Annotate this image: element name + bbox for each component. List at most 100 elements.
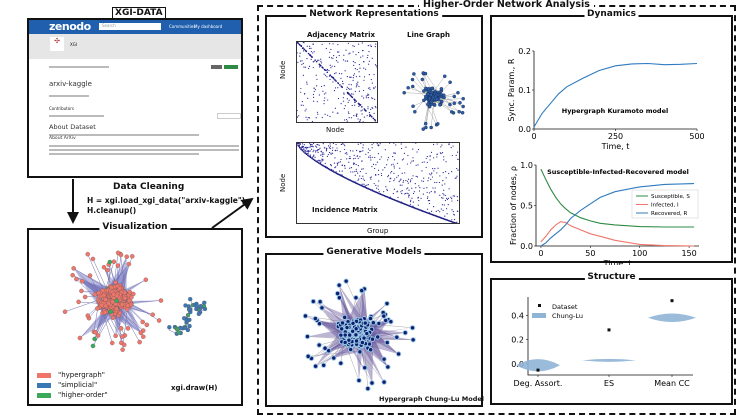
incidence-entry <box>357 143 359 145</box>
matrix-entry <box>373 87 375 89</box>
matrix-entry <box>375 43 377 45</box>
x-tick-label: 0 <box>531 132 536 141</box>
incidence-entry <box>357 172 359 174</box>
matrix-entry <box>368 74 370 76</box>
incidence-entry <box>439 175 441 177</box>
node <box>426 92 430 96</box>
node <box>424 125 428 130</box>
matrix-entry <box>342 80 344 83</box>
nav-communities[interactable]: Communities <box>169 24 196 29</box>
node <box>421 71 426 75</box>
node <box>316 342 322 348</box>
legend-marker-dataset <box>538 304 541 307</box>
matrix-entry <box>310 47 312 50</box>
text-line <box>49 149 239 151</box>
incidence-entry <box>319 162 322 164</box>
node <box>442 74 447 79</box>
incidence-entry <box>355 168 357 170</box>
incidence-diagonal <box>335 172 338 175</box>
matrix-entry <box>306 81 308 83</box>
node <box>110 315 116 321</box>
version-button[interactable] <box>211 65 222 69</box>
matrix-entry <box>303 93 306 95</box>
incidence-entry <box>369 177 371 179</box>
incidence-entry <box>377 153 380 155</box>
incidence-entry <box>356 155 358 157</box>
search-input[interactable]: Search <box>99 23 161 30</box>
matrix-entry <box>297 52 298 54</box>
node <box>367 347 374 353</box>
node <box>406 86 410 90</box>
y-tick-label: 0.5 <box>520 202 533 211</box>
incidence-entry <box>442 180 444 182</box>
node <box>126 298 132 304</box>
incidence-entry <box>338 161 340 163</box>
incidence-entry <box>377 169 380 171</box>
y-tick-label: 0.4 <box>511 311 524 320</box>
node <box>423 121 428 126</box>
node <box>302 313 309 319</box>
incidence-entry <box>428 177 430 179</box>
matrix-entry <box>324 97 326 99</box>
legend-item-hypergraph: "hypergraph" <box>37 370 108 380</box>
matrix-entry <box>373 88 375 90</box>
incidence-diagonal <box>440 217 443 220</box>
matrix-entry <box>322 90 324 92</box>
matrix-entry <box>324 74 327 76</box>
node <box>76 299 81 305</box>
incidence-diagonal <box>342 176 345 178</box>
node <box>365 385 371 392</box>
node <box>312 363 319 369</box>
matrix-entry <box>312 52 314 54</box>
matrix-entry <box>363 116 366 118</box>
x-tick-label: 150 <box>681 249 696 258</box>
node <box>442 93 446 97</box>
node <box>138 330 144 336</box>
incidence-diagonal <box>439 216 442 219</box>
matrix-entry <box>318 66 321 68</box>
matrix-entry <box>314 89 317 91</box>
diagonal-entry <box>361 106 363 108</box>
matrix-entry <box>349 52 351 54</box>
nav-dashboard[interactable]: My dashboard <box>194 24 223 29</box>
matrix-entry <box>368 115 371 118</box>
node <box>420 77 425 82</box>
node <box>370 320 377 326</box>
incidence-diagonal <box>451 221 454 223</box>
diagonal-entry <box>297 42 299 44</box>
node <box>346 337 352 343</box>
incidence-diagonal <box>421 210 424 212</box>
incidence-entry <box>426 197 429 199</box>
node <box>156 318 162 323</box>
incidence-entry <box>402 180 405 182</box>
incidence-entry <box>451 198 453 200</box>
incidence-entry <box>388 143 391 144</box>
matrix-entry <box>368 112 371 114</box>
node <box>375 334 381 340</box>
matrix-entry <box>347 111 350 113</box>
open-button[interactable] <box>224 65 238 69</box>
matrix-entry <box>332 111 334 113</box>
incidence-entry <box>329 145 331 147</box>
incidence-diagonal <box>393 198 395 201</box>
matrix-entry <box>375 107 377 109</box>
diagonal-entry <box>314 59 316 61</box>
matrix-entry <box>330 57 333 59</box>
incidence-entry <box>376 143 378 145</box>
affiliations-button[interactable] <box>217 113 241 119</box>
matrix-entry <box>348 112 350 115</box>
incidence-entry <box>451 209 453 211</box>
incidence-entry <box>324 162 326 164</box>
matrix-entry <box>356 115 358 118</box>
incidence-entry <box>372 143 375 144</box>
matrix-entry <box>335 59 338 62</box>
matrix-entry <box>352 60 354 63</box>
node <box>439 99 444 104</box>
incidence-entry <box>390 172 392 174</box>
matrix-entry <box>302 50 305 52</box>
node <box>120 347 125 352</box>
node <box>62 309 68 314</box>
analysis-box: Higher-Order Network Analysis <box>257 0 736 415</box>
visualization-panel: Visualization "hypergraph" "simplicial" … <box>27 222 243 406</box>
incidence-entry <box>340 174 342 176</box>
